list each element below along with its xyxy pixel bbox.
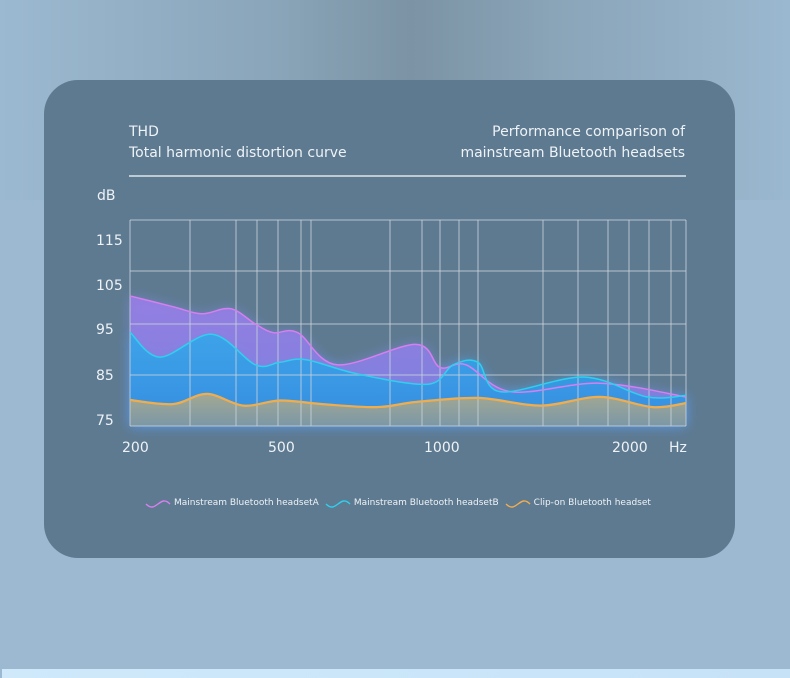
legend-label: Mainstream Bluetooth headsetA	[174, 498, 319, 508]
subtitle-line-2: mainstream Bluetooth headsets	[460, 145, 685, 161]
wave-icon	[145, 500, 171, 508]
legend-label: Clip-on Bluetooth headset	[533, 498, 651, 508]
title-line-1: THD	[129, 124, 159, 140]
legend-item-headset-b: Mainstream Bluetooth headsetB	[325, 498, 499, 508]
legend-item-headset-a: Mainstream Bluetooth headsetA	[145, 498, 319, 508]
series-c-line	[129, 392, 687, 409]
y-tick-label: 75	[96, 413, 114, 429]
legend-label: Mainstream Bluetooth headsetB	[353, 498, 499, 508]
x-tick-label: 1000	[424, 440, 460, 456]
chart-subtitle: Performance comparison of mainstream Blu…	[460, 122, 685, 164]
legend: Mainstream Bluetooth headsetA Mainstream…	[145, 498, 653, 508]
series-b-line	[129, 331, 687, 399]
y-tick-label: 95	[96, 322, 114, 338]
chart-title: THD Total harmonic distortion curve	[129, 122, 347, 164]
x-tick-label: 200	[122, 440, 149, 456]
subtitle-line-1: Performance comparison of	[492, 124, 685, 140]
wave-icon	[505, 500, 531, 508]
series-areas	[130, 295, 686, 426]
x-axis-unit-label: Hz	[669, 440, 687, 456]
series-a-line	[129, 295, 687, 398]
background-bottom-strip	[2, 669, 790, 678]
legend-item-clip-on: Clip-on Bluetooth headset	[505, 498, 651, 508]
grid-lines	[129, 219, 687, 427]
title-line-2: Total harmonic distortion curve	[129, 145, 347, 161]
header-divider	[129, 175, 686, 177]
wave-icon	[325, 500, 351, 508]
x-tick-label: 2000	[612, 440, 648, 456]
y-tick-label: 105	[96, 278, 123, 294]
y-tick-label: 115	[96, 233, 123, 249]
y-tick-label: 85	[96, 368, 114, 384]
y-axis-unit-label: dB	[97, 188, 116, 204]
series-lines	[129, 295, 687, 409]
x-tick-label: 500	[268, 440, 295, 456]
